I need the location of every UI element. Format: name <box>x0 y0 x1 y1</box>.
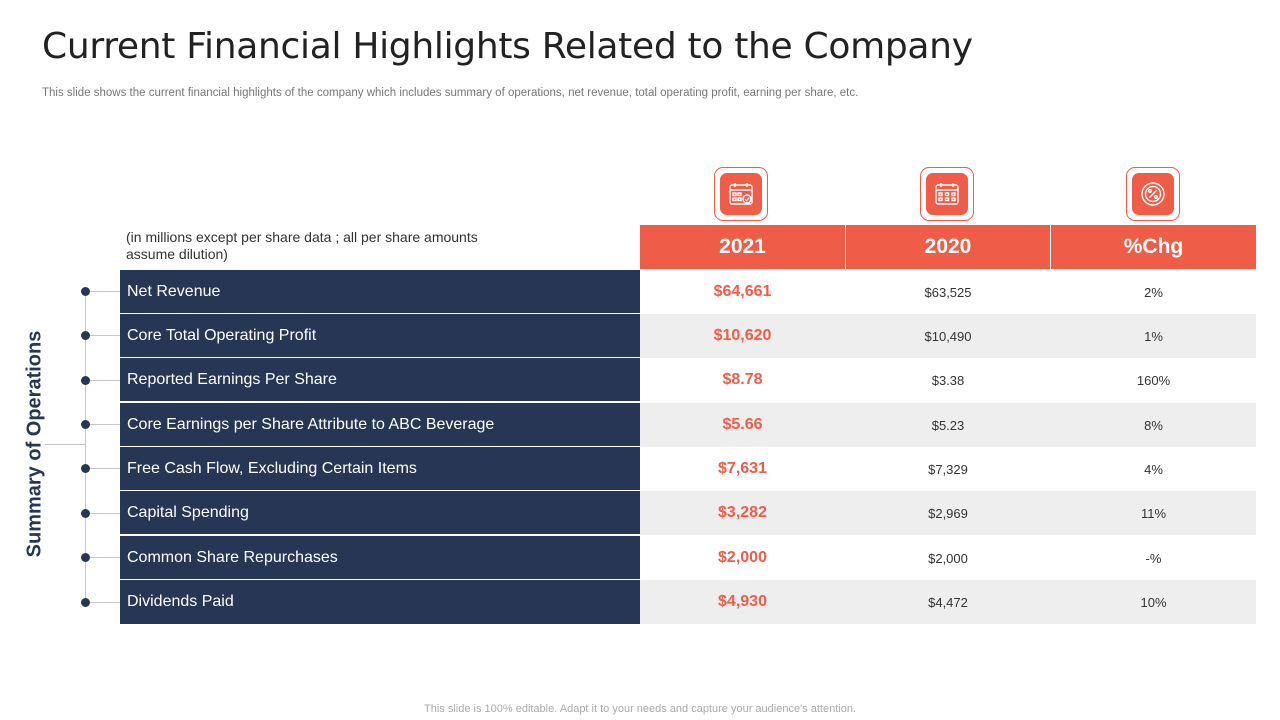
row-label: Core Earnings per Share Attribute to ABC… <box>120 403 640 447</box>
table-row: Free Cash Flow, Excluding Certain Items … <box>120 447 1256 491</box>
footer-note: This slide is 100% editable. Adapt it to… <box>424 703 856 715</box>
row-connector-tick <box>90 335 120 336</box>
value-pct-change: 11% <box>1140 505 1167 521</box>
side-connector-line <box>85 291 86 603</box>
calendar-check-icon-box <box>714 167 768 221</box>
calendar-check-icon <box>720 173 762 215</box>
value-2020: $63,525 <box>924 284 972 300</box>
value-pct-change: 2% <box>1144 284 1163 300</box>
percent-icon-box <box>1126 167 1180 221</box>
row-label: Core Total Operating Profit <box>120 314 640 358</box>
value-2020: $2,000 <box>928 550 968 566</box>
row-connector-tick <box>90 513 120 514</box>
value-2021: $2,000 <box>718 549 767 566</box>
row-values: $7,631 $7,329 4% <box>640 447 1256 491</box>
value-2020: $5.23 <box>931 417 965 433</box>
row-connector-tick <box>90 602 120 603</box>
table-row: Net Revenue $64,661 $63,525 2% <box>120 270 1256 314</box>
row-bullet-dot <box>81 509 90 518</box>
row-bullet-dot <box>81 287 90 296</box>
page-subtitle: This slide shows the current financial h… <box>42 87 859 99</box>
row-bullet-dot <box>81 598 90 607</box>
value-2021: $64,661 <box>713 283 772 300</box>
row-connector-tick <box>90 468 120 469</box>
value-pct-change: 160% <box>1136 372 1171 388</box>
value-2020: $2,969 <box>928 505 968 521</box>
row-values: $5.66 $5.23 8% <box>640 403 1256 447</box>
units-note: (in millions except per share data ; all… <box>126 229 478 262</box>
row-values: $10,620 $10,490 1% <box>640 314 1256 358</box>
table-row: Capital Spending $3,282 $2,969 11% <box>120 491 1256 535</box>
value-2021: $3,282 <box>718 504 767 521</box>
side-connector-branch <box>45 444 85 445</box>
value-2021: $7,631 <box>718 460 767 477</box>
table-row: Dividends Paid $4,930 $4,472 10% <box>120 580 1256 624</box>
row-label: Free Cash Flow, Excluding Certain Items <box>120 447 640 491</box>
row-values: $4,930 $4,472 10% <box>640 580 1256 624</box>
value-2020: $3.38 <box>931 372 965 388</box>
calendar-icon-box <box>920 167 974 221</box>
header-2021: 2021 <box>640 225 845 269</box>
row-label: Dividends Paid <box>120 580 640 624</box>
calendar-icon <box>926 173 968 215</box>
value-pct-change: 4% <box>1144 461 1163 477</box>
value-2021: $10,620 <box>713 327 772 344</box>
row-label: Reported Earnings Per Share <box>120 358 640 402</box>
row-connector-tick <box>90 557 120 558</box>
row-values: $3,282 $2,969 11% <box>640 491 1256 535</box>
value-2021: $4,930 <box>718 593 767 610</box>
table-row: Core Earnings per Share Attribute to ABC… <box>120 403 1256 447</box>
row-connector-tick <box>90 380 120 381</box>
side-label: Summary of Operations <box>23 330 46 558</box>
percent-icon <box>1132 173 1174 215</box>
row-bullet-dot <box>81 331 90 340</box>
row-connector-tick <box>90 291 120 292</box>
header-2020: 2020 <box>846 225 1050 269</box>
value-2020: $7,329 <box>928 461 968 477</box>
row-bullet-dot <box>81 553 90 562</box>
value-pct-change: 10% <box>1140 594 1167 610</box>
row-label: Capital Spending <box>120 491 640 535</box>
row-bullet-dot <box>81 376 90 385</box>
value-2020: $4,472 <box>928 594 968 610</box>
value-2021: $5.66 <box>722 416 763 433</box>
table-row: Common Share Repurchases $2,000 $2,000 -… <box>120 536 1256 580</box>
row-bullet-dot <box>81 464 90 473</box>
value-2021: $8.78 <box>722 371 763 388</box>
row-values: $64,661 $63,525 2% <box>640 270 1256 314</box>
row-label: Net Revenue <box>120 270 640 314</box>
row-values: $8.78 $3.38 160% <box>640 358 1256 402</box>
table-row: Reported Earnings Per Share $8.78 $3.38 … <box>120 358 1256 402</box>
page-title: Current Financial Highlights Related to … <box>42 26 973 67</box>
row-bullet-dot <box>81 420 90 429</box>
value-pct-change: 8% <box>1144 417 1163 433</box>
row-label: Common Share Repurchases <box>120 536 640 580</box>
table-row: Core Total Operating Profit $10,620 $10,… <box>120 314 1256 358</box>
header-pct-change: %Chg <box>1051 225 1256 269</box>
row-values: $2,000 $2,000 -% <box>640 536 1256 580</box>
value-pct-change: 1% <box>1144 328 1163 344</box>
value-2020: $10,490 <box>924 328 972 344</box>
row-connector-tick <box>90 424 120 425</box>
value-pct-change: -% <box>1145 550 1162 566</box>
